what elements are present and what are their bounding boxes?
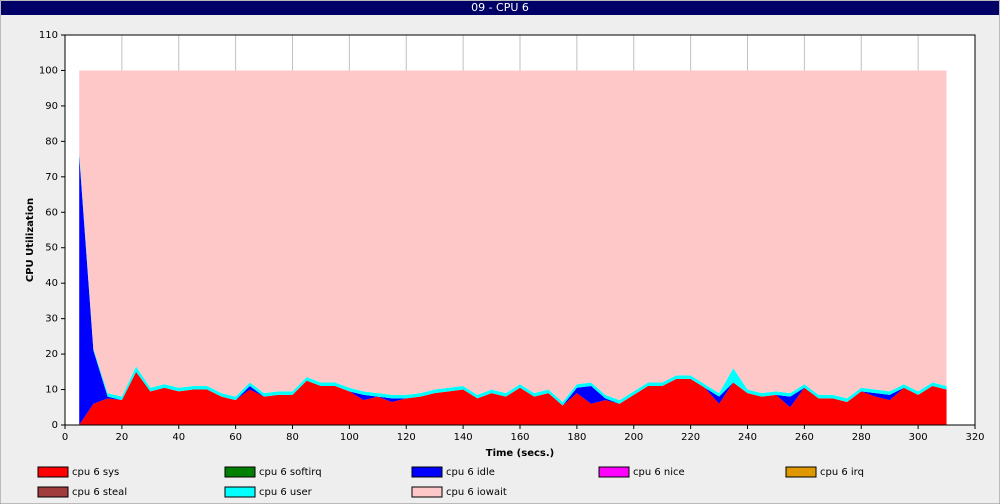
x-tick-label: 140 xyxy=(454,432,473,443)
legend-swatch xyxy=(411,466,443,478)
y-tick-label: 80 xyxy=(45,136,58,147)
x-tick-label: 320 xyxy=(965,432,984,443)
x-tick-label: 60 xyxy=(229,432,242,443)
legend-swatch xyxy=(785,466,817,478)
legend-label: cpu 6 irq xyxy=(820,467,864,478)
area xyxy=(79,371,947,425)
area xyxy=(79,70,947,402)
x-tick-label: 200 xyxy=(624,432,643,443)
y-tick-label: 110 xyxy=(39,30,58,41)
legend-label: cpu 6 idle xyxy=(446,467,495,478)
y-axis-label: CPU Utilization xyxy=(25,198,36,282)
y-tick-label: 60 xyxy=(45,207,58,218)
chart-title: 09 - CPU 6 xyxy=(471,1,529,14)
plot-border xyxy=(64,34,976,426)
x-tick-label: 100 xyxy=(340,432,359,443)
x-tick-label: 20 xyxy=(116,432,129,443)
title-bar xyxy=(1,1,999,15)
x-tick-label: 180 xyxy=(567,432,586,443)
y-tick-label: 30 xyxy=(45,314,58,325)
legend-label: cpu 6 user xyxy=(259,487,313,498)
x-tick-label: 40 xyxy=(172,432,185,443)
x-tick-label: 80 xyxy=(286,432,299,443)
legend-swatch xyxy=(37,466,69,478)
y-tick-label: 40 xyxy=(45,278,58,289)
y-tick-label: 90 xyxy=(45,101,58,112)
legend-label: cpu 6 sys xyxy=(72,467,119,478)
legend-swatch xyxy=(411,486,443,498)
x-tick-label: 220 xyxy=(681,432,700,443)
legend-label: cpu 6 nice xyxy=(633,467,685,478)
y-tick-label: 50 xyxy=(45,243,58,254)
y-tick-label: 0 xyxy=(52,420,58,431)
legend-label: cpu 6 steal xyxy=(72,487,127,498)
x-tick-label: 260 xyxy=(795,432,814,443)
legend-swatch xyxy=(224,486,256,498)
legend-swatch xyxy=(37,486,69,498)
legend-swatch xyxy=(224,466,256,478)
x-tick-label: 240 xyxy=(738,432,757,443)
legend-label: cpu 6 iowait xyxy=(446,487,507,498)
y-tick-label: 100 xyxy=(39,65,58,76)
x-tick-label: 280 xyxy=(852,432,871,443)
y-tick-label: 70 xyxy=(45,172,58,183)
x-axis-label: Time (secs.) xyxy=(486,448,555,459)
legend-swatch xyxy=(598,466,630,478)
x-tick-label: 0 xyxy=(62,432,68,443)
x-tick-label: 160 xyxy=(510,432,529,443)
legend-label: cpu 6 softirq xyxy=(259,467,322,478)
x-tick-label: 300 xyxy=(909,432,928,443)
y-tick-label: 10 xyxy=(45,385,58,396)
x-tick-label: 120 xyxy=(397,432,416,443)
y-tick-label: 20 xyxy=(45,349,58,360)
